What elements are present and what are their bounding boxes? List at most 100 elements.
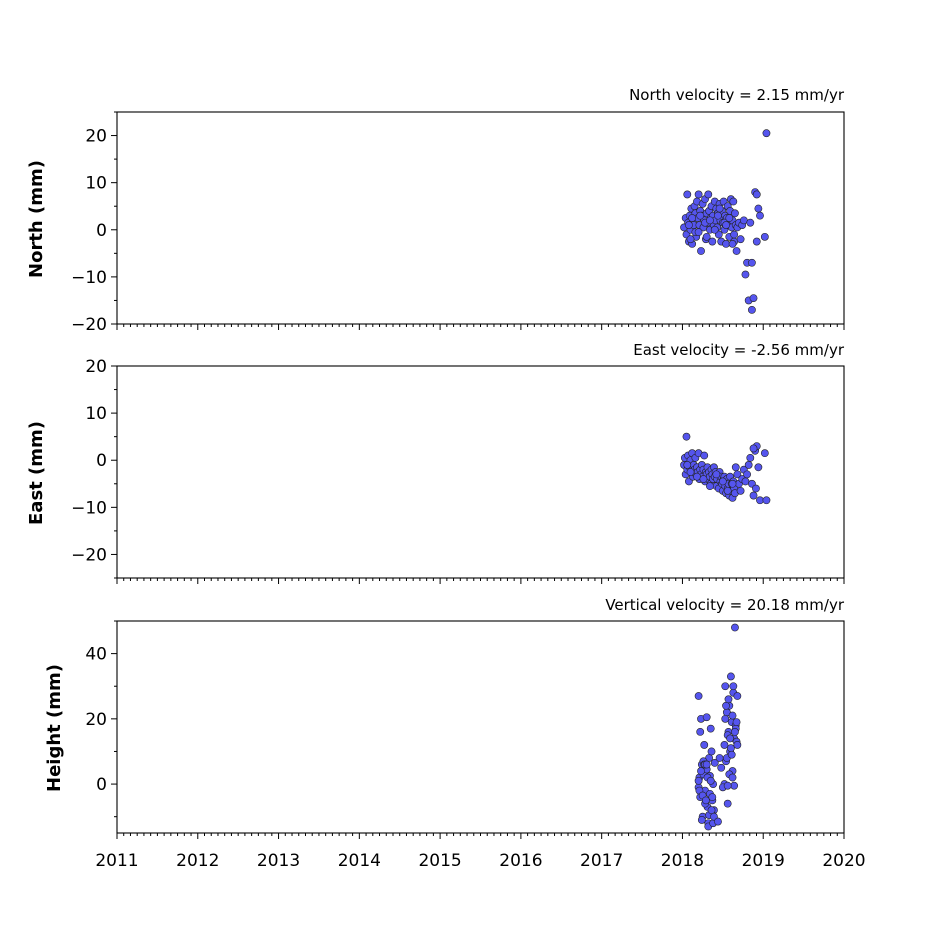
- height-data-point: [700, 741, 709, 749]
- north-data-point: [736, 235, 745, 244]
- east-data-point: [682, 432, 691, 441]
- height-x-tick-label: 2011: [95, 851, 138, 871]
- north-points: [680, 129, 771, 314]
- north-data-point: [741, 270, 750, 279]
- height-data-point: [696, 727, 705, 736]
- height-x-tick-label: 2012: [176, 851, 219, 871]
- north-data-point: [748, 305, 756, 314]
- height-ylabel: Height (mm): [44, 664, 65, 792]
- east-points: [680, 432, 771, 505]
- north-y-tick-label: 0: [96, 221, 107, 241]
- north-y-tick-label: −20: [71, 315, 107, 335]
- east-x-ticks: [116, 578, 845, 584]
- height-data-point: [714, 817, 722, 826]
- height-data-point: [727, 744, 735, 753]
- height-data-point: [721, 682, 730, 691]
- north-data-point: [688, 214, 697, 222]
- height-data-point: [717, 763, 726, 772]
- east-data-point: [706, 482, 714, 491]
- height-data-point: [727, 750, 736, 759]
- height-x-tick-label: 2013: [257, 851, 300, 871]
- north-y-ticks: −20 −10 0 10 20: [71, 111, 117, 335]
- north-data-point: [697, 247, 705, 255]
- east-ylabel: East (mm): [26, 421, 47, 525]
- north-data-point: [706, 216, 714, 225]
- height-data-point: [728, 773, 737, 782]
- height-data-point: [731, 727, 739, 736]
- north-data-point: [748, 258, 756, 267]
- north-data-point: [756, 211, 764, 220]
- height-data-point: [701, 796, 710, 805]
- east-data-point: [749, 444, 758, 453]
- east-data-point: [686, 468, 695, 476]
- east-y-ticks: −20 −10 0 10 20: [71, 357, 117, 579]
- north-data-point: [725, 214, 734, 222]
- north-velocity-title: North velocity = 2.15 mm/yr: [629, 86, 845, 104]
- height-panel: Vertical velocity = 20.18 mm/yr Height (…: [44, 596, 866, 871]
- east-data-point: [752, 484, 760, 493]
- north-data-point: [760, 232, 769, 241]
- east-data-point: [723, 486, 732, 495]
- east-data-point: [699, 475, 708, 483]
- north-data-point: [685, 221, 693, 229]
- east-data-point: [749, 491, 758, 500]
- north-data-point: [694, 190, 703, 199]
- height-data-point: [733, 692, 742, 700]
- east-panel: East velocity = -2.56 mm/yr East (mm) −2…: [26, 341, 845, 584]
- height-data-point: [707, 806, 716, 815]
- north-data-point: [752, 237, 761, 246]
- east-data-point: [736, 486, 745, 495]
- height-x-tick-label: 2020: [822, 851, 865, 871]
- height-data-point: [720, 741, 729, 749]
- north-data-point: [730, 230, 739, 239]
- north-data-point: [728, 240, 737, 248]
- north-data-point: [739, 216, 748, 225]
- height-data-point: [708, 793, 717, 802]
- north-data-point: [683, 190, 692, 199]
- east-data-point: [756, 496, 764, 505]
- east-velocity-title: East velocity = -2.56 mm/yr: [633, 341, 845, 359]
- north-x-ticks: [116, 324, 845, 330]
- north-data-point: [732, 247, 741, 255]
- height-y-ticks: 0 20 40: [85, 620, 117, 818]
- north-data-point: [749, 294, 758, 302]
- height-data-point: [715, 754, 724, 762]
- east-data-point: [693, 472, 701, 481]
- east-data-point: [731, 463, 740, 472]
- east-data-point: [754, 463, 763, 472]
- east-data-point: [744, 461, 753, 469]
- height-data-point: [723, 799, 732, 808]
- height-data-point: [731, 623, 739, 632]
- vertical-velocity-title: Vertical velocity = 20.18 mm/yr: [605, 596, 845, 614]
- height-data-point: [729, 682, 738, 691]
- east-data-point: [760, 449, 769, 458]
- north-data-point: [694, 228, 703, 237]
- height-data-point: [726, 734, 734, 743]
- east-data-point: [683, 461, 692, 469]
- north-data-point: [722, 240, 730, 248]
- height-data-point: [732, 718, 741, 727]
- east-data-point: [712, 470, 721, 479]
- height-x-tick-label: 2017: [580, 851, 623, 871]
- height-data-point: [706, 724, 715, 733]
- height-data-point: [730, 781, 739, 790]
- height-data-point: [694, 776, 703, 785]
- height-x-tick-label: 2015: [418, 851, 461, 871]
- north-data-point: [729, 197, 738, 206]
- height-data-point: [694, 692, 703, 700]
- height-y-tick-label: 20: [85, 710, 107, 730]
- height-data-point: [724, 695, 733, 704]
- height-data-point: [706, 776, 715, 785]
- north-data-point: [746, 218, 755, 227]
- east-data-point: [700, 451, 709, 460]
- height-x-tick-label: 2019: [742, 851, 785, 871]
- height-data-point: [728, 711, 737, 720]
- height-data-point: [710, 758, 719, 767]
- east-y-tick-label: −20: [71, 545, 107, 565]
- height-data-point: [723, 781, 732, 790]
- height-data-point: [722, 701, 730, 710]
- height-data-point: [733, 741, 742, 749]
- height-data-point: [721, 714, 730, 723]
- height-x-tick-label: 2016: [499, 851, 542, 871]
